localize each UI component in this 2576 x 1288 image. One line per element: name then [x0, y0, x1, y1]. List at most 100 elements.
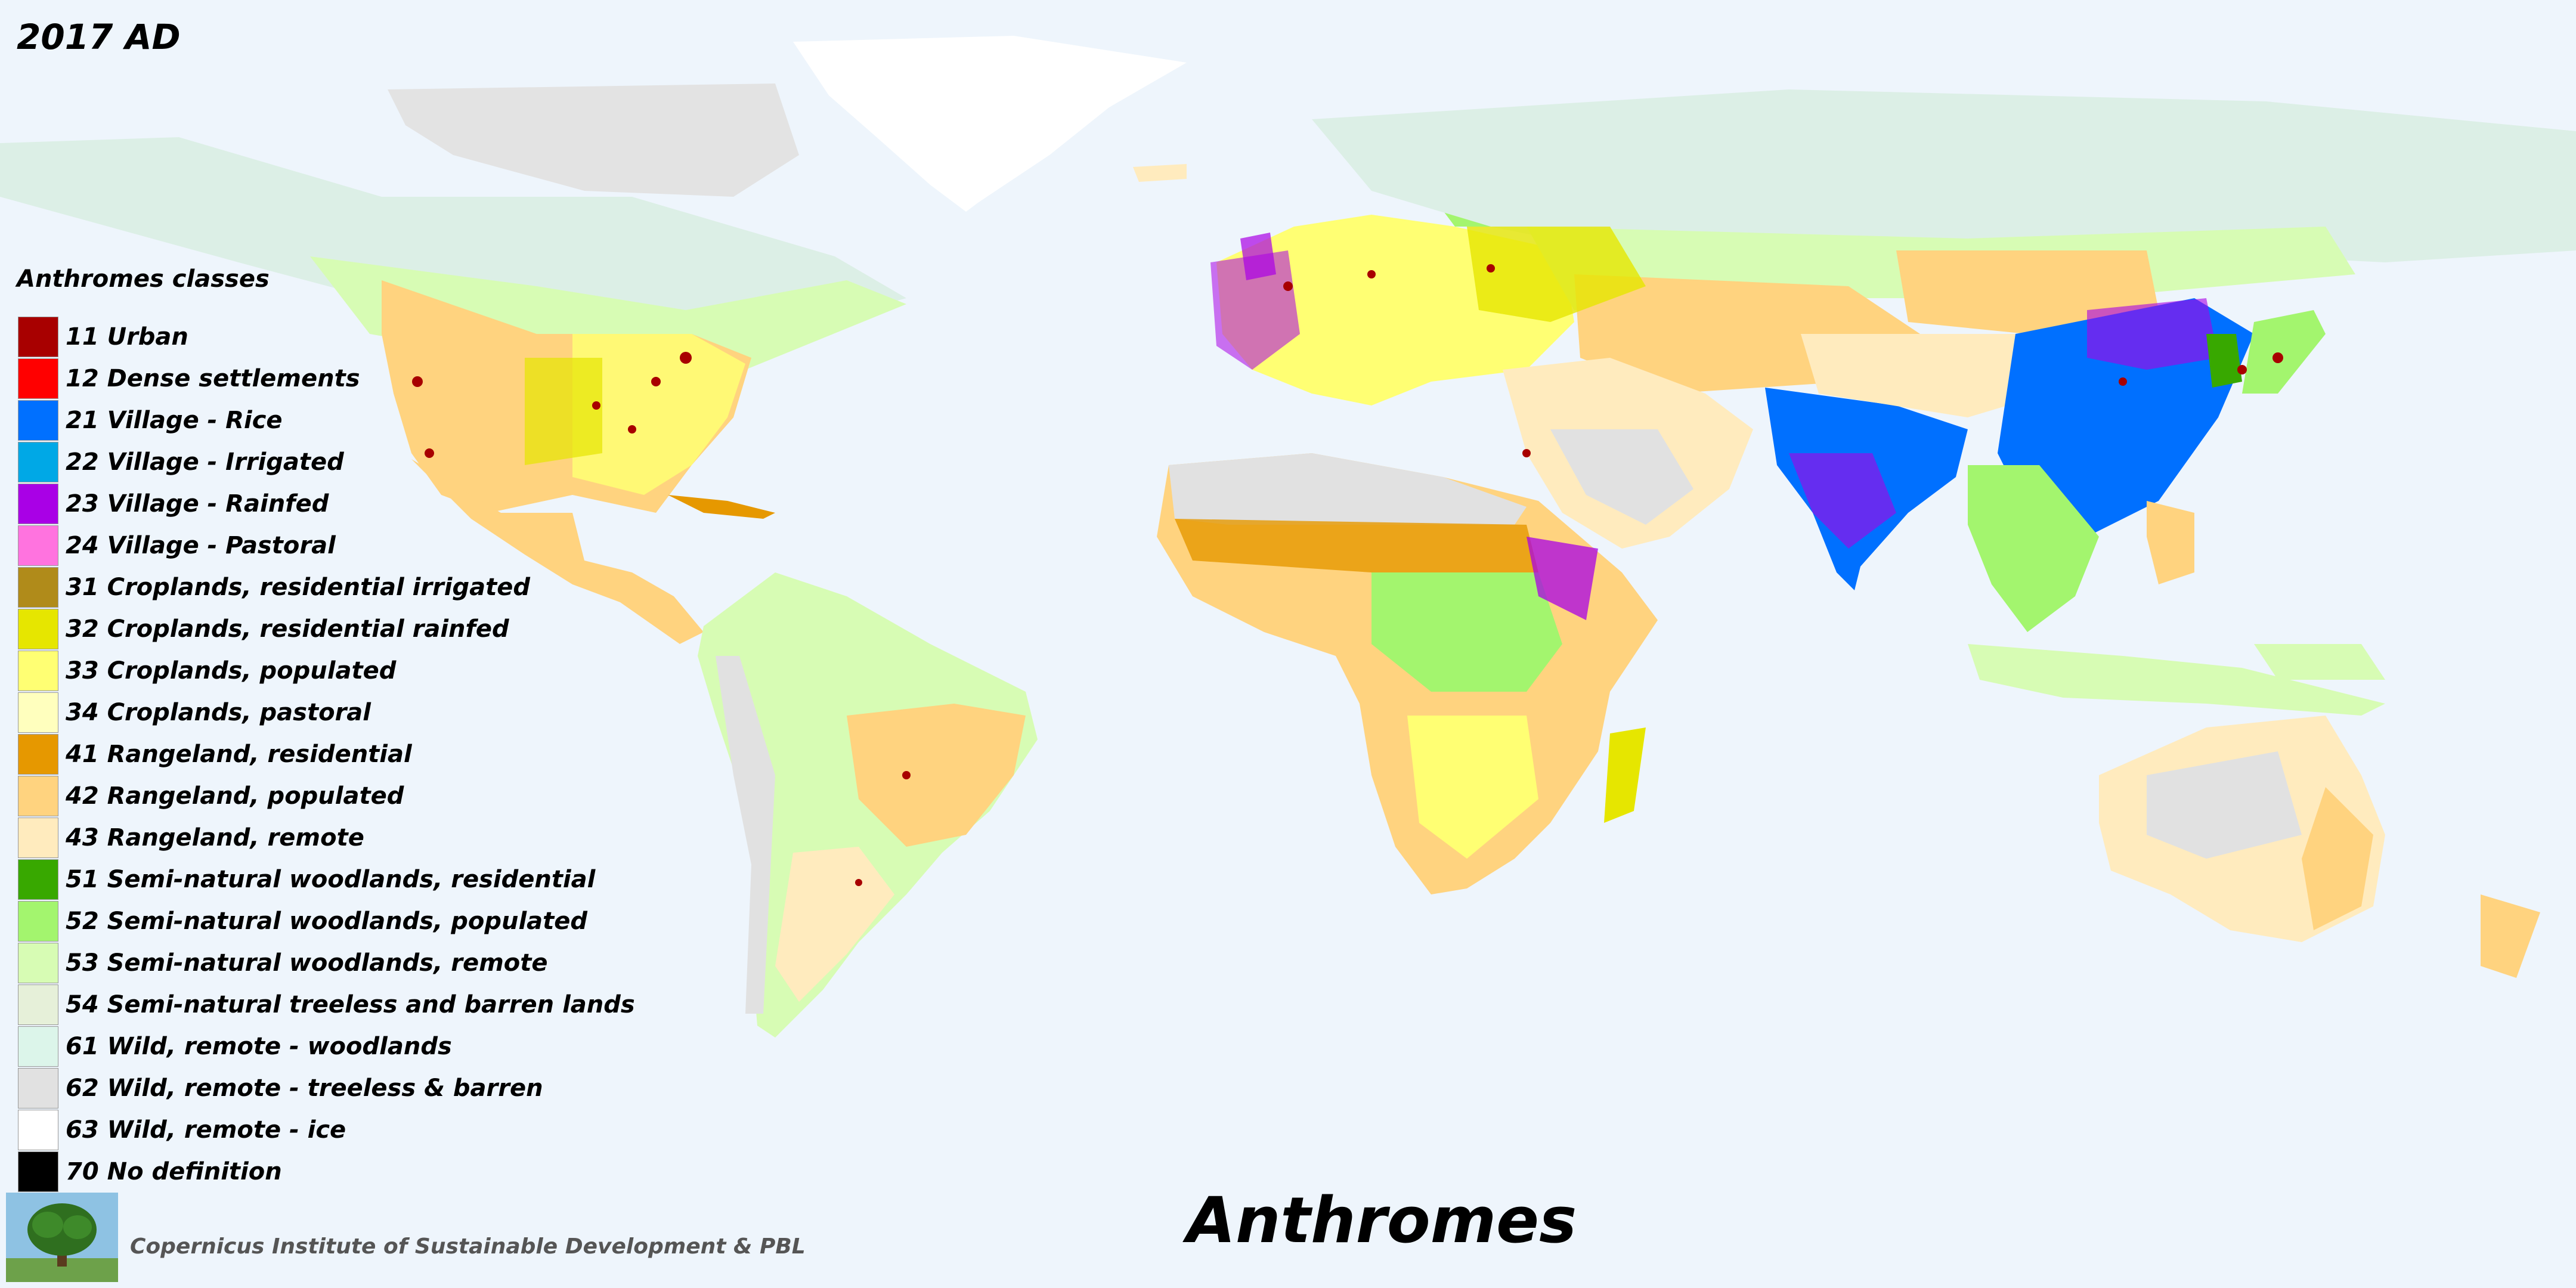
legend-swatch: [18, 943, 58, 983]
legend-item: 41 Rangeland, residential: [18, 733, 635, 775]
india-rainfed: [1789, 453, 1896, 549]
legend-label: 42 Rangeland, populated: [66, 782, 404, 810]
legend-swatch: [18, 1026, 58, 1067]
philippines: [2147, 501, 2194, 584]
europe-west: [1210, 250, 1300, 370]
legend-label: 41 Rangeland, residential: [66, 741, 412, 768]
legend-label: 43 Rangeland, remote: [66, 824, 364, 852]
legend-swatch: [18, 1110, 58, 1150]
legend-item: 70 No definition: [18, 1151, 635, 1193]
east-africa-village: [1527, 537, 1598, 620]
legend-swatch: [18, 776, 58, 816]
sahara: [1169, 453, 1527, 525]
legend-item: 52 Semi-natural woodlands, populated: [18, 900, 635, 942]
china-north: [2087, 298, 2218, 370]
legend-item: 63 Wild, remote - ice: [18, 1109, 635, 1151]
usa-east: [572, 334, 745, 495]
legend-swatch: [18, 400, 58, 441]
legend-item: 12 Dense settlements: [18, 358, 635, 400]
legend-swatch: [18, 651, 58, 691]
legend-swatch: [18, 317, 58, 357]
legend-item: 21 Village - Rice: [18, 400, 635, 441]
urban-dots: [412, 264, 2283, 886]
legend-label: 54 Semi-natural treeless and barren land…: [66, 991, 635, 1018]
legend-item: 34 Croplands, pastoral: [18, 692, 635, 733]
legend-item: 22 Village - Irrigated: [18, 441, 635, 483]
legend-swatch: [18, 567, 58, 608]
legend-item: 32 Croplands, residential rainfed: [18, 608, 635, 650]
north-america-north: [0, 137, 906, 358]
legend-label: 11 Urban: [66, 323, 188, 351]
map-title: Anthromes: [1187, 1184, 1577, 1257]
legend-swatch: [18, 818, 58, 858]
australia-east: [2302, 787, 2373, 930]
arctic-islands: [388, 83, 799, 197]
year-label: 2017 AD: [17, 17, 181, 57]
legend-item: 43 Rangeland, remote: [18, 817, 635, 859]
legend-label: 22 Village - Irrigated: [66, 448, 344, 476]
legend-swatch: [18, 859, 58, 900]
legend-label: 34 Croplands, pastoral: [66, 699, 371, 726]
indonesia: [1968, 644, 2385, 716]
madagascar: [1604, 727, 1646, 823]
legend-label: 24 Village - Pastoral: [66, 532, 336, 559]
japan: [2242, 310, 2326, 394]
legend-swatch: [18, 984, 58, 1025]
legend-item: 42 Rangeland, populated: [18, 775, 635, 817]
legend-swatch: [18, 1068, 58, 1109]
legend-item: 31 Croplands, residential irrigated: [18, 566, 635, 608]
legend-label: 33 Croplands, populated: [66, 657, 397, 685]
iceland: [1133, 164, 1187, 182]
greenland: [793, 36, 1187, 212]
legend-swatch: [18, 692, 58, 733]
legend-label: 70 No definition: [66, 1158, 282, 1185]
legend-label: 21 Village - Rice: [66, 407, 283, 434]
legend: 11 Urban 12 Dense settlements 21 Village -…: [18, 316, 635, 1193]
legend-item: 54 Semi-natural treeless and barren land…: [18, 984, 635, 1026]
legend-swatch: [18, 484, 58, 524]
legend-label: 32 Croplands, residential rainfed: [66, 615, 509, 643]
legend-swatch: [18, 609, 58, 649]
new-guinea: [2254, 644, 2385, 680]
legend-label: 61 Wild, remote - woodlands: [66, 1033, 452, 1060]
legend-label: 12 Dense settlements: [66, 365, 360, 392]
australia-desert: [2147, 751, 2302, 859]
russia-north: [1312, 89, 2576, 262]
legend-item: 23 Village - Rainfed: [18, 483, 635, 525]
legend-swatch: [18, 1151, 58, 1192]
legend-label: 63 Wild, remote - ice: [66, 1116, 346, 1144]
legend-label: 62 Wild, remote - treeless & barren: [66, 1075, 543, 1102]
legend-label: 52 Semi-natural woodlands, populated: [66, 908, 588, 935]
new-zealand: [2481, 894, 2540, 978]
legend-item: 53 Semi-natural woodlands, remote: [18, 942, 635, 984]
argentina: [775, 847, 894, 1002]
southern-africa-crop: [1407, 716, 1538, 859]
legend-item: 24 Village - Pastoral: [18, 525, 635, 566]
legend-title: Anthromes classes: [17, 265, 270, 293]
se-asia: [1968, 465, 2099, 632]
sahel: [1175, 519, 1538, 572]
legend-label: 23 Village - Rainfed: [66, 490, 329, 518]
legend-swatch: [18, 358, 58, 399]
legend-swatch: [18, 525, 58, 566]
legend-item: 61 Wild, remote - woodlands: [18, 1026, 635, 1067]
legend-swatch: [18, 901, 58, 942]
mexico: [411, 459, 704, 644]
arabia-desert: [1550, 429, 1693, 525]
caribbean: [668, 495, 775, 519]
korea: [2206, 334, 2242, 388]
legend-item: 51 Semi-natural woodlands, residential: [18, 859, 635, 900]
legend-label: 53 Semi-natural woodlands, remote: [66, 949, 548, 977]
legend-swatch: [18, 734, 58, 775]
central-africa: [1371, 572, 1562, 692]
legend-item: 11 Urban: [18, 316, 635, 358]
credit-text: Copernicus Institute of Sustainable Deve…: [130, 1234, 806, 1259]
usa-crop: [525, 358, 602, 465]
legend-label: 31 Croplands, residential irrigated: [66, 574, 530, 601]
legend-label: 51 Semi-natural woodlands, residential: [66, 866, 596, 893]
andes: [716, 656, 775, 1014]
russia-crop: [1467, 227, 1646, 322]
uk: [1240, 233, 1276, 280]
legend-item: 33 Croplands, populated: [18, 650, 635, 692]
